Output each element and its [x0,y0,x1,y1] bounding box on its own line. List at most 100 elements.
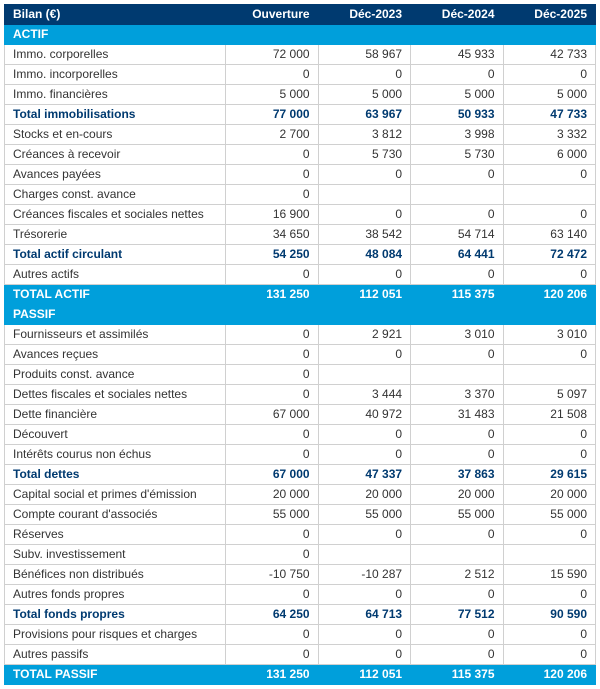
row-value: 47 337 [318,465,410,485]
row-value: 0 [411,425,503,445]
header-row: Bilan (€) Ouverture Déc-2023 Déc-2024 Dé… [5,5,596,25]
row-label: Total fonds propres [5,605,226,625]
row-value: 90 590 [503,605,595,625]
row-value [411,185,503,205]
row-value [411,545,503,565]
row-label: Total immobilisations [5,105,226,125]
row-label: Charges const. avance [5,185,226,205]
row-label: TOTAL ACTIF [5,285,226,305]
row-value: 115 375 [411,285,503,305]
row-label: Total actif circulant [5,245,226,265]
row-value: 0 [318,165,410,185]
row-value: 20 000 [318,485,410,505]
row-value: 3 332 [503,125,595,145]
table-row: Réserves0000 [5,525,596,545]
row-value: 0 [226,345,318,365]
row-value: 55 000 [226,505,318,525]
row-value: 55 000 [411,505,503,525]
row-value: 0 [411,625,503,645]
row-value: 0 [411,65,503,85]
table-row: Subv. investissement0 [5,545,596,565]
table-row: Immo. incorporelles0000 [5,65,596,85]
section-label: ACTIF [5,25,596,45]
row-label: Découvert [5,425,226,445]
row-value: 40 972 [318,405,410,425]
row-value: 0 [226,385,318,405]
row-label: Stocks et en-cours [5,125,226,145]
table-row: PASSIF [5,305,596,325]
row-value: 0 [226,145,318,165]
row-value: 0 [318,205,410,225]
row-value: 0 [503,425,595,445]
row-value: 0 [318,445,410,465]
table-row: Autres actifs0000 [5,265,596,285]
section-label: PASSIF [5,305,596,325]
row-value: 31 483 [411,405,503,425]
row-value: 5 000 [226,85,318,105]
row-value: 0 [503,165,595,185]
row-value: 64 441 [411,245,503,265]
row-value: 0 [226,585,318,605]
row-value: 0 [503,445,595,465]
header-col-0: Ouverture [226,5,318,25]
row-value: 3 010 [503,325,595,345]
row-value [318,185,410,205]
table-row: Immo. corporelles72 00058 96745 93342 73… [5,45,596,65]
row-value: 0 [503,585,595,605]
table-row: Total actif circulant54 25048 08464 4417… [5,245,596,265]
row-value: 0 [226,625,318,645]
row-label: Autres passifs [5,645,226,665]
table-row: Provisions pour risques et charges0000 [5,625,596,645]
row-label: Capital social et primes d'émission [5,485,226,505]
row-value: 58 967 [318,45,410,65]
row-value: 0 [411,205,503,225]
row-value: 0 [411,585,503,605]
table-row: Intérêts courus non échus0000 [5,445,596,465]
row-label: Bénéfices non distribués [5,565,226,585]
row-value: 120 206 [503,665,595,685]
row-value: 0 [411,345,503,365]
header-col-1: Déc-2023 [318,5,410,25]
row-value [503,365,595,385]
row-label: Dettes fiscales et sociales nettes [5,385,226,405]
row-value: 3 444 [318,385,410,405]
row-label: Provisions pour risques et charges [5,625,226,645]
row-label: Autres actifs [5,265,226,285]
row-value: 0 [503,265,595,285]
row-value: 48 084 [318,245,410,265]
row-value: 0 [226,365,318,385]
table-row: Autres fonds propres0000 [5,585,596,605]
table-row: ACTIF [5,25,596,45]
row-value: 34 650 [226,225,318,245]
row-label: Immo. corporelles [5,45,226,65]
row-value: 0 [411,445,503,465]
row-value: 16 900 [226,205,318,225]
row-label: Fournisseurs et assimilés [5,325,226,345]
row-value: 0 [226,265,318,285]
row-value [503,545,595,565]
row-value: 0 [226,525,318,545]
table-row: Total dettes67 00047 33737 86329 615 [5,465,596,485]
row-value: 29 615 [503,465,595,485]
table-row: Total immobilisations77 00063 96750 9334… [5,105,596,125]
row-value: 20 000 [411,485,503,505]
row-value: 3 370 [411,385,503,405]
row-value: 5 000 [503,85,595,105]
table-row: Compte courant d'associés55 00055 00055 … [5,505,596,525]
row-value: 0 [411,525,503,545]
row-value [318,365,410,385]
row-label: Avances reçues [5,345,226,365]
row-value: 115 375 [411,665,503,685]
row-value: 5 730 [411,145,503,165]
balance-sheet-table: Bilan (€) Ouverture Déc-2023 Déc-2024 Dé… [4,4,596,685]
table-row: Dettes fiscales et sociales nettes03 444… [5,385,596,405]
row-value: 0 [226,645,318,665]
table-row: Créances fiscales et sociales nettes16 9… [5,205,596,225]
row-value: 0 [226,445,318,465]
row-value: 77 512 [411,605,503,625]
header-col-2: Déc-2024 [411,5,503,25]
row-label: Trésorerie [5,225,226,245]
row-value: 0 [411,265,503,285]
row-value: 0 [503,525,595,545]
table-row: Découvert0000 [5,425,596,445]
